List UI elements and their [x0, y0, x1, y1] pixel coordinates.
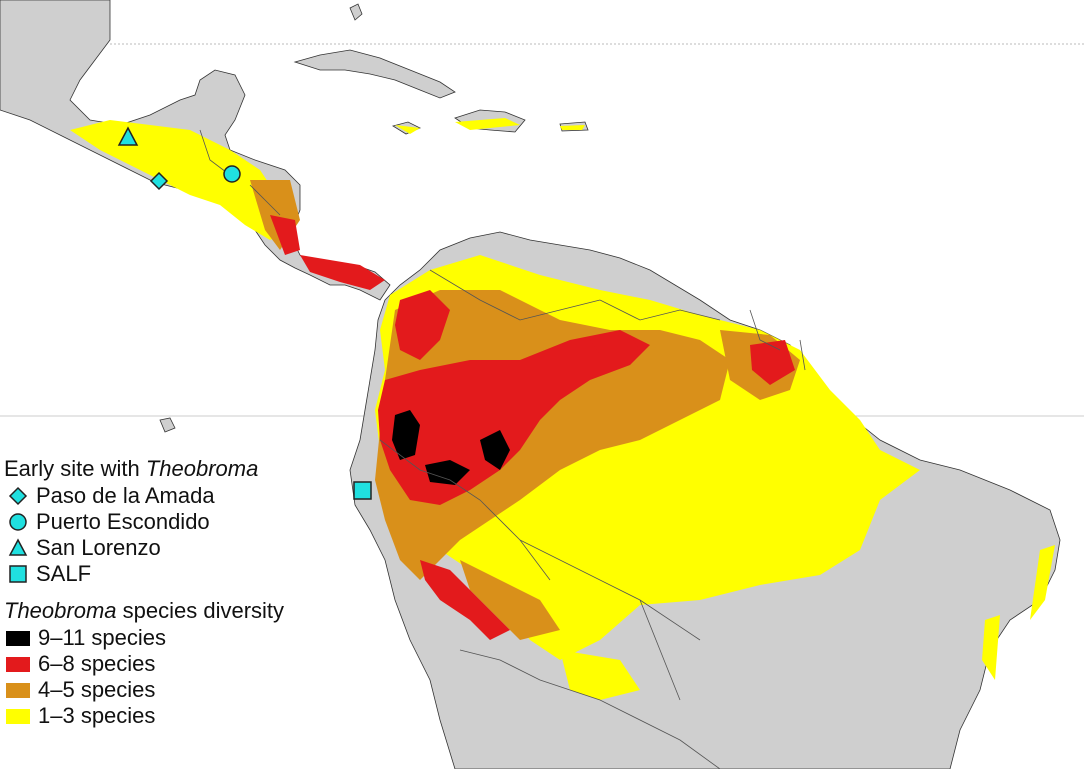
land-cuba [293, 49, 456, 99]
legend-site-label: SALF [36, 561, 92, 586]
color-swatch [6, 630, 30, 646]
land-galapagos [159, 417, 176, 433]
legend-site-item: Paso de la Amada [4, 483, 384, 509]
legend-site-label: San Lorenzo [36, 535, 161, 560]
square-icon [4, 561, 32, 587]
site-marker-salf [353, 481, 372, 500]
land-bahamas [349, 3, 363, 21]
color-swatch [6, 656, 30, 672]
map-legend: Early site with Theobroma Paso de la Ama… [4, 455, 384, 729]
legend-diversity-label: 1–3 species [38, 703, 156, 728]
legend-diversity-label: 9–11 species [38, 625, 167, 650]
site-marker-san-lorenzo [117, 126, 139, 146]
legend-site-item: Puerto Escondido [4, 509, 384, 535]
legend-diversity-label: 6–8 species [38, 651, 156, 676]
color-swatch [6, 708, 30, 724]
legend-diversity-title-taxon: Theobroma [4, 598, 117, 623]
legend-sites-title-prefix: Early site with [4, 456, 146, 481]
legend-site-item: SALF [4, 561, 384, 587]
legend-diversity-item: 9–11 species [4, 625, 384, 651]
legend-diversity-title: Theobroma species diversity [4, 597, 384, 625]
site-marker-paso-de-la-amada [149, 171, 169, 191]
legend-sites-title: Early site with Theobroma [4, 455, 384, 483]
legend-diversity-title-suffix: species diversity [116, 598, 285, 623]
site-marker-puerto-escondido [223, 165, 241, 183]
legend-site-label: Paso de la Amada [36, 483, 215, 508]
legend-site-item: San Lorenzo [4, 535, 384, 561]
legend-site-label: Puerto Escondido [36, 509, 210, 534]
legend-sites-title-taxon: Theobroma [145, 456, 259, 481]
legend-diversity-item: 1–3 species [4, 703, 384, 729]
diamond-icon [4, 483, 32, 509]
borders-layer [199, 129, 806, 769]
legend-diversity-item: 6–8 species [4, 651, 384, 677]
site-markers [117, 126, 372, 500]
diversity-9-11-layer [392, 410, 510, 485]
legend-diversity-label: 4–5 species [38, 677, 156, 702]
color-swatch [6, 682, 30, 698]
legend-diversity-item: 4–5 species [4, 677, 384, 703]
circle-icon [4, 509, 32, 535]
triangle-icon [4, 535, 32, 561]
